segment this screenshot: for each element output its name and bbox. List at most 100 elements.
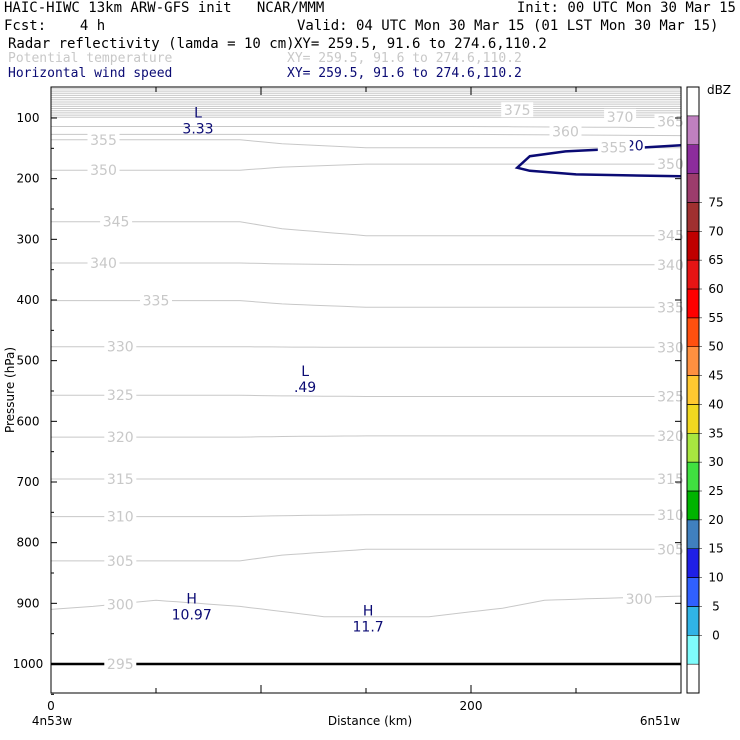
theta-contour-350 <box>51 163 681 171</box>
theta-label-365: 365 <box>657 115 684 131</box>
theta-label-310: 310 <box>107 510 134 526</box>
theta-contour-355 <box>51 139 681 149</box>
colorbar-segment <box>686 202 700 232</box>
y-tick-label: 200 <box>17 172 40 186</box>
theta-contour-300 <box>50 595 682 618</box>
colorbar-segment <box>686 490 700 521</box>
theta-label-bg <box>104 470 137 486</box>
theta-label-305: 305 <box>657 542 684 558</box>
extremum-value: 11.7 <box>353 619 384 635</box>
theta-label-bg <box>604 108 637 124</box>
theta-label-315: 315 <box>657 472 684 488</box>
colorbar-segment <box>686 519 700 549</box>
colorbar-frame <box>686 86 700 694</box>
theta-label-360: 360 <box>552 124 579 140</box>
theta-label-320: 320 <box>657 429 684 445</box>
colorbar-segment <box>686 259 700 290</box>
extremum-value: 10.97 <box>172 607 212 623</box>
upper-isentrope <box>51 133 682 137</box>
theta-label-bg <box>654 156 687 172</box>
colorbar-segment <box>686 635 700 665</box>
field-wind-xy: XY= 259.5, 91.6 to 274.6,110.2 <box>287 66 522 81</box>
theta-label-bg <box>623 591 655 607</box>
extremum-value: 3.33 <box>182 121 213 137</box>
chart-title: HAIC-HIWC 13km ARW-GFS init NCAR/MMM <box>4 0 325 16</box>
y-tick-label: 100 <box>17 111 40 125</box>
y-tick-label: 700 <box>17 475 40 489</box>
plot-frame <box>50 86 682 694</box>
colorbar-segment <box>686 173 700 203</box>
field-reflectivity: Radar reflectivity (lamda = 10 cm) <box>8 36 295 52</box>
theta-label-bg <box>104 596 137 612</box>
theta-label-bg <box>654 388 687 404</box>
extremum-type-H: H <box>186 591 197 607</box>
theta-contour-340 <box>51 262 681 266</box>
theta-label-355: 355 <box>600 141 627 157</box>
upper-isentrope <box>51 126 682 129</box>
x-axis: 0 200 <box>47 87 682 713</box>
theta-label-355: 355 <box>90 133 117 149</box>
y-tick-label: 300 <box>17 232 40 246</box>
x-axis-label: Distance (km) <box>328 714 412 728</box>
colorbar-segment <box>686 231 700 261</box>
colorbar: 0 5 10 15 20 25 30 35 40 45 50 55 60 65 70 75 <box>686 86 724 694</box>
colorbar-segment <box>686 433 700 463</box>
theta-contour-330 <box>51 346 681 348</box>
init-time: Init: 00 UTC Mon 30 Mar 15 <box>516 0 736 16</box>
field-theta-xy: XY= 259.5, 91.6 to 274.6,110.2 <box>287 51 522 66</box>
theta-label-bg <box>140 292 172 308</box>
theta-label-310: 310 <box>657 508 684 524</box>
colorbar-segment <box>686 606 700 636</box>
theta-label-350: 350 <box>657 157 684 173</box>
theta-label-340: 340 <box>657 258 684 274</box>
theta-contour-345 <box>51 221 681 237</box>
theta-label-bg <box>104 508 137 524</box>
colorbar-segment <box>686 461 700 492</box>
theta-label-330: 330 <box>657 340 684 356</box>
colorbar-unit: dBZ <box>707 83 731 97</box>
y-tick-label: 1000 <box>13 657 44 671</box>
theta-label-bg <box>87 254 120 270</box>
theta-label-300: 300 <box>626 592 653 608</box>
wind-label-20: 20 <box>626 138 644 154</box>
theta-label-bg <box>654 256 687 272</box>
theta-labels: 295 300 300 305 305 310 310 315 315 320 320 325 325 3… <box>87 102 687 673</box>
theta-label-bg <box>104 429 137 445</box>
colorbar-label: 55 <box>708 311 723 325</box>
upper-theta-band <box>51 88 682 137</box>
y-tick-label: 400 <box>17 293 40 307</box>
theta-label-bg <box>597 139 630 155</box>
colorbar-segment <box>686 404 700 434</box>
theta-contour-325 <box>51 394 681 397</box>
theta-contour-320 <box>51 435 681 438</box>
colorbar-segment <box>686 317 700 347</box>
theta-label-345: 345 <box>103 215 130 231</box>
colorbar-segment <box>686 346 700 376</box>
extremum-type-H: H <box>363 603 374 619</box>
theta-label-bg <box>654 113 687 129</box>
theta-label-305: 305 <box>107 554 134 570</box>
y-tick-label: 500 <box>17 354 40 368</box>
colorbar-label: 75 <box>708 195 723 209</box>
colorbar-label: 15 <box>708 542 723 556</box>
theta-label-bg <box>104 387 137 403</box>
colorbar-segment <box>686 144 700 174</box>
theta-label-bg <box>100 213 133 229</box>
colorbar-label: 50 <box>708 340 723 354</box>
theta-label-325: 325 <box>107 388 134 404</box>
field-theta: Potential temperature <box>8 51 173 66</box>
theta-label-370: 370 <box>607 110 634 126</box>
colorbar-label: 30 <box>708 455 723 469</box>
theta-label-bg <box>654 339 687 355</box>
x-tick-label: 200 <box>460 699 483 713</box>
theta-contours <box>50 139 682 666</box>
forecast-hour: Fcst: 4 h <box>4 18 106 34</box>
theta-label-345: 345 <box>657 229 684 245</box>
theta-label-315: 315 <box>107 472 134 488</box>
extremum-type-L: L <box>194 105 202 121</box>
theta-label-350: 350 <box>90 163 117 179</box>
theta-contour-310 <box>51 514 681 518</box>
y-tick-label: 800 <box>17 536 40 550</box>
